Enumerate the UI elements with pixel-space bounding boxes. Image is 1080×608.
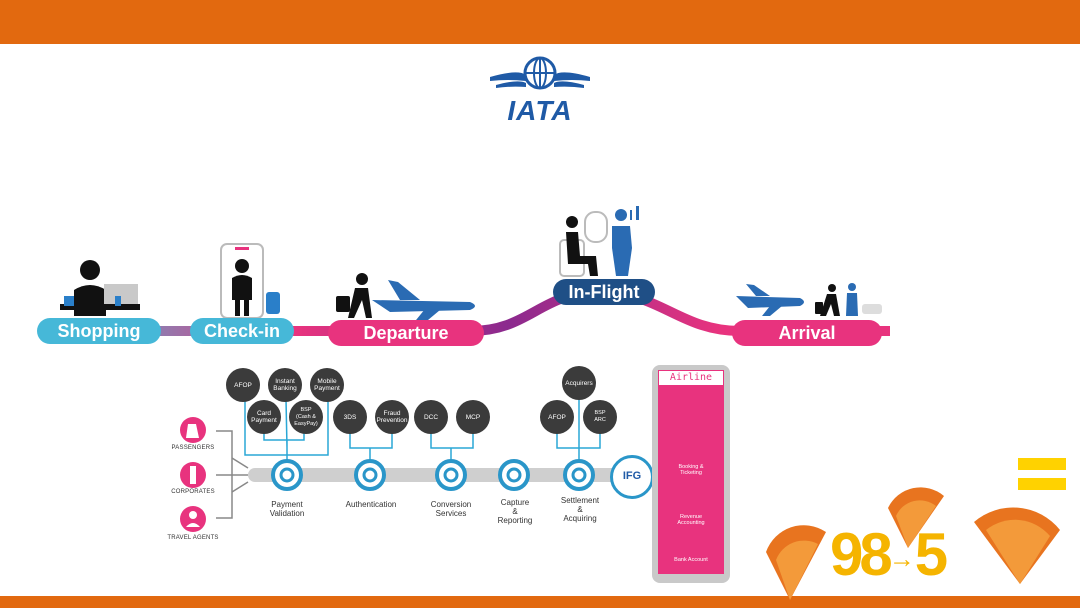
airline-item-bank: Bank Account (674, 557, 708, 563)
option-bubble: BSP (Cash & EasyPay) (289, 400, 323, 434)
stage-departure: Departure (328, 320, 484, 346)
option-bubble: MCP (456, 400, 490, 434)
departure-traveler-icon (336, 273, 372, 318)
digit-to: 5 (914, 521, 948, 588)
node-ring-authentication (354, 459, 386, 491)
option-bubble: DCC (414, 400, 448, 434)
bottom-banner (0, 596, 1080, 608)
equals-bar-top (1018, 458, 1066, 470)
airline-panel-body (658, 370, 724, 574)
option-bubble: 3DS (333, 400, 367, 434)
node-ring-capture (498, 459, 530, 491)
node-label-settlement: Settlement & Acquiring (560, 496, 600, 523)
node-ring-conversion (435, 459, 467, 491)
airline-item-booking: Booking & Ticketing (678, 464, 704, 476)
node-label-conversion: Conversion Services (430, 500, 472, 518)
arrival-travelers-icon (815, 283, 882, 316)
node-label-payment-validation: Payment Validation (269, 500, 305, 518)
fan-icon-left (766, 525, 826, 600)
option-bubble: Mobile Payment (310, 368, 344, 402)
passengers-icon (180, 417, 206, 443)
option-bubble: Fraud Prevention (375, 400, 409, 434)
ifg-label: IFG (622, 470, 642, 482)
airline-item-revenue: Revenue Accounting (677, 514, 705, 526)
digits-graphic: 98→5 (830, 520, 948, 589)
node-label-capture: Capture & Reporting (497, 498, 533, 525)
iata-logo: IATA (488, 55, 592, 127)
option-bubble: Instant Banking (268, 368, 302, 402)
fan-icon-middle (888, 487, 944, 548)
customer-label-corporates: CORPORATES (171, 489, 215, 495)
customer-label-passengers: PASSENGERS (171, 445, 215, 451)
airline-title: Airline (658, 370, 724, 386)
option-bubble: BSP ARC (583, 400, 617, 434)
option-bubble: AFOP (540, 400, 574, 434)
stage-arrival: Arrival (732, 320, 882, 346)
checkin-gate-icon (220, 243, 280, 319)
ifg-hub: IFG (610, 455, 654, 499)
option-bubble: Acquirers (562, 366, 596, 400)
option-bubble: AFOP (226, 368, 260, 402)
stage-inflight: In-Flight (553, 279, 655, 305)
stage-checkin: Check-in (190, 318, 294, 344)
digits-from: 98 (830, 521, 893, 588)
node-label-authentication: Authentication (345, 500, 397, 509)
node-ring-payment-validation (271, 459, 303, 491)
arrow-icon: → (888, 543, 915, 574)
arrival-plane-icon (736, 284, 804, 316)
travel-agents-icon (180, 506, 206, 532)
equals-bar-bottom (1018, 478, 1066, 490)
inflight-cabin-icon (559, 206, 639, 277)
node-ring-settlement (563, 459, 595, 491)
shopping-person-icon (60, 260, 140, 316)
corporates-icon (180, 462, 206, 488)
globe-wings-icon (490, 56, 590, 90)
stage-shopping: Shopping (37, 318, 161, 344)
option-bubble: Card Payment (247, 400, 281, 434)
departure-plane-icon (372, 280, 475, 325)
customer-label-travel-agents: TRAVEL AGENTS (167, 535, 219, 541)
brand-wordmark: IATA (507, 95, 573, 126)
fan-icon-right (974, 507, 1060, 584)
top-banner (0, 0, 1080, 44)
